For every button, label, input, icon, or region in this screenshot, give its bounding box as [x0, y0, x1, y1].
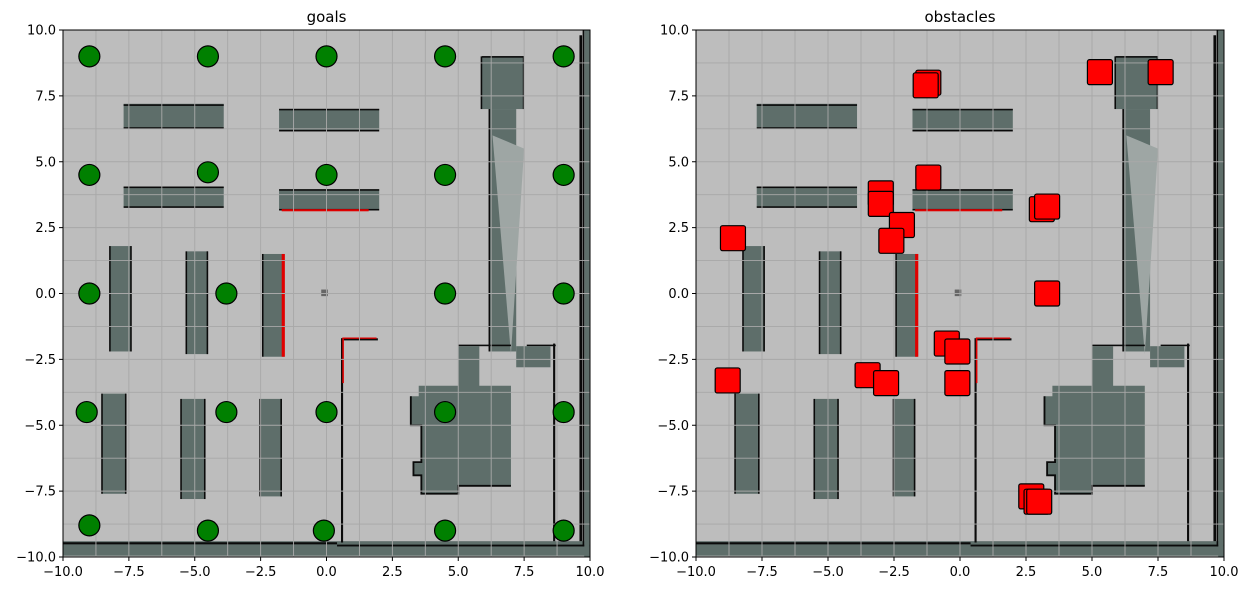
- obstacle-point: [714, 367, 741, 394]
- y-tick-label: −10.0: [649, 551, 689, 566]
- x-tick-label: 5.0: [448, 565, 469, 580]
- goal-point: [78, 514, 101, 537]
- y-tick-label: 0.0: [668, 287, 689, 302]
- y-tick-label: −5.0: [657, 419, 689, 434]
- y-tick-label: −2.5: [24, 353, 56, 368]
- y-axis: −10.0 −7.5 −5.0 −2.5 0.0 2.5 5.0 7.5 10.0: [16, 24, 63, 566]
- obstacle-point: [719, 225, 747, 252]
- x-tick-label: 0.0: [316, 565, 337, 580]
- goal-point: [552, 282, 575, 305]
- y-tick-label: 10.0: [27, 24, 56, 39]
- x-tick-label: −7.5: [113, 565, 145, 580]
- obstacle-point: [1034, 280, 1061, 307]
- y-tick-label: −2.5: [657, 353, 689, 368]
- goal-point: [196, 161, 220, 184]
- x-tick-label: −2.5: [878, 565, 910, 580]
- x-tick-label: 2.5: [1016, 565, 1037, 580]
- goal-point: [196, 519, 220, 542]
- obstacle-point: [944, 369, 971, 397]
- goal-point: [196, 45, 220, 68]
- grid: [63, 30, 590, 557]
- panel-goals: goals −10.0 −7.5 −5.0 −2.5 0.0 2.5 5.0 7.5 10.0 …: [16, 8, 604, 580]
- goal-point: [315, 163, 338, 187]
- goal-point: [552, 45, 575, 68]
- goal-point: [433, 519, 457, 542]
- goal-point: [78, 282, 101, 305]
- y-tick-label: 7.5: [668, 89, 689, 104]
- goal-point: [75, 400, 98, 424]
- obstacle-point: [915, 164, 942, 191]
- data-points: [75, 45, 575, 542]
- y-tick-label: 5.0: [35, 155, 56, 170]
- goal-point: [433, 45, 457, 68]
- y-tick-label: −7.5: [657, 485, 689, 500]
- goal-point: [78, 163, 101, 187]
- x-tick-label: −7.5: [746, 565, 778, 580]
- y-tick-label: 7.5: [35, 89, 56, 104]
- y-tick-label: 0.0: [35, 287, 56, 302]
- y-tick-label: 2.5: [668, 221, 689, 236]
- map-area-obstacles: [696, 30, 1224, 557]
- x-tick-label: 5.0: [1082, 565, 1103, 580]
- goal-point: [315, 400, 338, 424]
- chart-title: goals: [307, 8, 347, 26]
- obstacle-point: [1086, 59, 1114, 86]
- x-tick-label: −5.0: [812, 565, 844, 580]
- x-tick-label: 7.5: [1148, 565, 1169, 580]
- obstacle-point: [878, 227, 905, 254]
- goal-point: [215, 400, 238, 424]
- obstacle-point: [1147, 59, 1174, 86]
- goal-point: [312, 519, 335, 542]
- goal-point: [78, 45, 101, 68]
- goal-point: [315, 45, 338, 68]
- x-tick-label: 2.5: [382, 565, 403, 580]
- goal-point: [215, 282, 238, 305]
- goal-point: [433, 282, 457, 305]
- chart-title: obstacles: [924, 8, 995, 26]
- goal-point: [552, 519, 575, 542]
- data-points: [714, 59, 1174, 515]
- x-tick-label: 10.0: [576, 565, 605, 580]
- obstacle-point: [1026, 488, 1053, 515]
- y-tick-label: 5.0: [668, 155, 689, 170]
- panel-obstacles: obstacles −10.0 −7.5 −5.0 −2.5 0.0 2.5 5.0 7.5 1…: [649, 8, 1238, 580]
- obstacle-point: [867, 190, 894, 218]
- x-axis: −10.0 −7.5 −5.0 −2.5 0.0 2.5 5.0 7.5 10.0: [676, 557, 1238, 580]
- x-tick-label: −10.0: [676, 565, 716, 580]
- obstacle-point: [912, 72, 939, 99]
- goal-point: [552, 163, 575, 187]
- obstacle-point: [1034, 193, 1061, 220]
- obstacle-point: [944, 338, 971, 365]
- x-axis: −10.0 −7.5 −5.0 −2.5 0.0 2.5 5.0 7.5 10.0: [43, 557, 604, 580]
- y-tick-label: −10.0: [16, 551, 56, 566]
- y-tick-label: −7.5: [24, 485, 56, 500]
- y-tick-label: 10.0: [660, 24, 689, 39]
- y-axis: −10.0 −7.5 −5.0 −2.5 0.0 2.5 5.0 7.5 10.0: [649, 24, 696, 566]
- x-tick-label: −10.0: [43, 565, 83, 580]
- x-tick-label: 10.0: [1210, 565, 1239, 580]
- map-area-goals: [63, 30, 590, 557]
- goal-point: [433, 400, 457, 424]
- y-tick-label: 2.5: [35, 221, 56, 236]
- x-tick-label: 7.5: [514, 565, 535, 580]
- x-tick-label: −2.5: [245, 565, 277, 580]
- goal-point: [433, 163, 457, 187]
- goal-point: [552, 400, 575, 424]
- x-tick-label: 0.0: [950, 565, 971, 580]
- x-tick-label: −5.0: [179, 565, 211, 580]
- y-tick-label: −5.0: [24, 419, 56, 434]
- obstacle-point: [872, 369, 900, 397]
